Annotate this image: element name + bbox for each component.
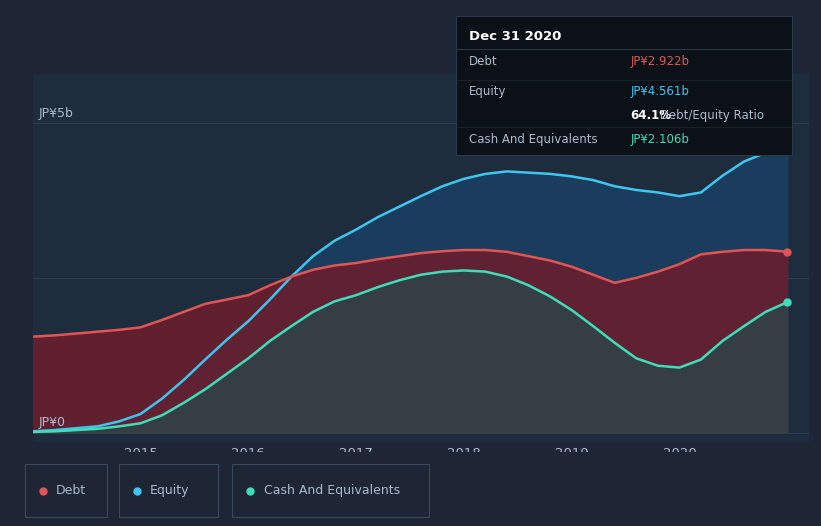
- Text: JP¥5b: JP¥5b: [39, 107, 73, 120]
- FancyBboxPatch shape: [119, 464, 218, 517]
- Text: Debt: Debt: [469, 55, 498, 68]
- Text: Cash And Equivalents: Cash And Equivalents: [264, 484, 400, 497]
- Text: Equity: Equity: [150, 484, 190, 497]
- Text: Dec 31 2020: Dec 31 2020: [469, 30, 562, 43]
- Text: JP¥2.922b: JP¥2.922b: [631, 55, 690, 68]
- FancyBboxPatch shape: [232, 464, 429, 517]
- FancyBboxPatch shape: [25, 464, 107, 517]
- Text: Cash And Equivalents: Cash And Equivalents: [469, 133, 598, 146]
- Text: JP¥4.561b: JP¥4.561b: [631, 86, 690, 98]
- Text: Equity: Equity: [469, 86, 507, 98]
- Text: Debt/Equity Ratio: Debt/Equity Ratio: [656, 109, 764, 122]
- Text: Debt: Debt: [56, 484, 86, 497]
- Text: JP¥2.106b: JP¥2.106b: [631, 133, 690, 146]
- Text: 64.1%: 64.1%: [631, 109, 672, 122]
- Text: JP¥0: JP¥0: [39, 417, 65, 429]
